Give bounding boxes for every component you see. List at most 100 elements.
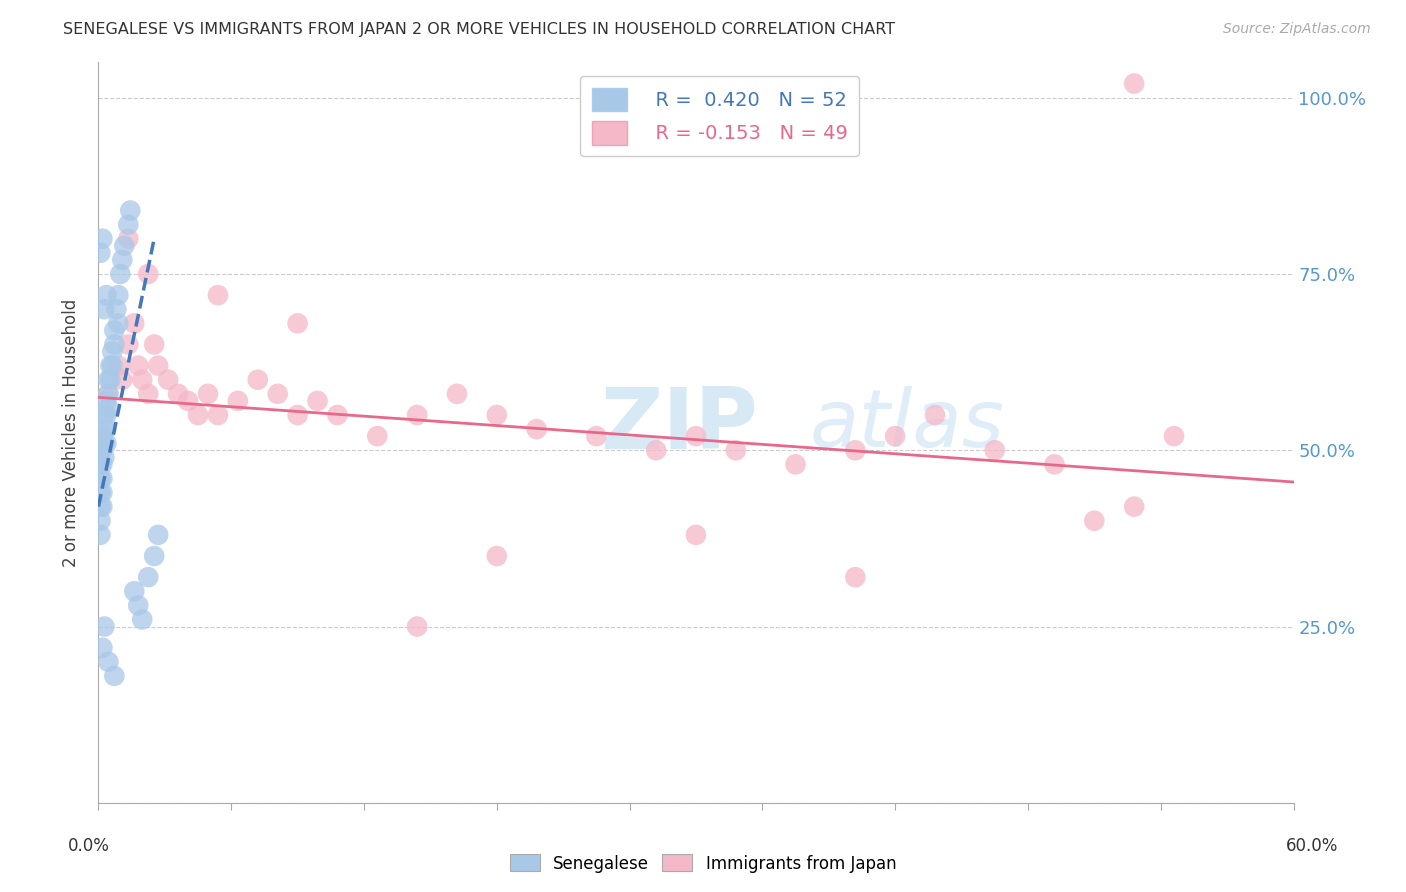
Point: [485, 549, 508, 563]
Point: [143, 337, 166, 351]
Point: [187, 408, 209, 422]
Point: [107, 316, 129, 330]
Point: [89, 245, 111, 260]
Point: [207, 288, 229, 302]
Point: [406, 619, 429, 633]
Point: [177, 393, 200, 408]
Point: [167, 387, 190, 401]
Text: Source: ZipAtlas.com: Source: ZipAtlas.com: [1223, 22, 1371, 37]
Point: [526, 422, 548, 436]
Point: [136, 570, 159, 584]
Point: [136, 387, 159, 401]
Point: [246, 373, 269, 387]
Point: [1083, 514, 1105, 528]
Point: [645, 443, 668, 458]
Point: [96, 288, 118, 302]
Legend: Senegalese, Immigrants from Japan: Senegalese, Immigrants from Japan: [503, 847, 903, 880]
Point: [89, 443, 111, 458]
Point: [724, 443, 747, 458]
Point: [127, 359, 149, 373]
Point: [98, 359, 122, 373]
Point: [105, 302, 128, 317]
Point: [924, 408, 946, 422]
Point: [1043, 458, 1066, 472]
Point: [1123, 500, 1146, 514]
Point: [97, 387, 120, 401]
Point: [93, 450, 115, 465]
Point: [93, 619, 115, 633]
Point: [91, 458, 114, 472]
Point: [785, 458, 807, 472]
Point: [93, 422, 115, 436]
Point: [124, 316, 146, 330]
Point: [984, 443, 1007, 458]
Point: [93, 408, 115, 422]
Point: [1163, 429, 1185, 443]
Point: [120, 203, 142, 218]
Point: [117, 337, 139, 351]
Point: [89, 500, 111, 514]
Point: [366, 429, 388, 443]
Point: [127, 599, 149, 613]
Point: [93, 302, 115, 317]
Text: SENEGALESE VS IMMIGRANTS FROM JAPAN 2 OR MORE VEHICLES IN HOUSEHOLD CORRELATION : SENEGALESE VS IMMIGRANTS FROM JAPAN 2 OR…: [63, 22, 896, 37]
Point: [107, 288, 129, 302]
Point: [89, 514, 111, 528]
Point: [131, 373, 153, 387]
Point: [97, 387, 120, 401]
Point: [267, 387, 290, 401]
Point: [485, 408, 508, 422]
Point: [326, 408, 349, 422]
Point: [143, 549, 166, 563]
Point: [96, 393, 118, 408]
Legend:   R =  0.420   N = 52,   R = -0.153   N = 49: R = 0.420 N = 52, R = -0.153 N = 49: [581, 76, 859, 156]
Point: [136, 267, 159, 281]
Point: [96, 422, 118, 436]
Point: [197, 387, 219, 401]
Point: [96, 408, 118, 422]
Point: [101, 344, 124, 359]
Point: [103, 337, 125, 351]
Point: [148, 528, 170, 542]
Point: [91, 485, 114, 500]
Point: [157, 373, 180, 387]
Point: [131, 612, 153, 626]
Y-axis label: 2 or more Vehicles in Household: 2 or more Vehicles in Household: [62, 299, 80, 566]
Point: [97, 373, 120, 387]
Point: [148, 359, 170, 373]
Point: [446, 387, 468, 401]
Point: [89, 471, 111, 485]
Point: [844, 443, 866, 458]
Point: [117, 232, 139, 246]
Point: [93, 436, 115, 450]
Point: [97, 401, 120, 415]
Point: [111, 373, 134, 387]
Point: [98, 373, 122, 387]
Point: [110, 267, 132, 281]
Point: [91, 443, 114, 458]
Point: [844, 570, 866, 584]
Point: [96, 436, 118, 450]
Point: [287, 316, 309, 330]
Point: [1123, 77, 1146, 91]
Point: [685, 528, 707, 542]
Text: atlas: atlas: [810, 386, 1004, 464]
Text: 60.0%: 60.0%: [1286, 837, 1339, 855]
Point: [112, 239, 135, 253]
Point: [107, 359, 129, 373]
Point: [89, 528, 111, 542]
Point: [91, 640, 114, 655]
Point: [101, 359, 124, 373]
Point: [307, 393, 329, 408]
Point: [884, 429, 907, 443]
Text: ZIP: ZIP: [600, 384, 758, 467]
Point: [91, 232, 114, 246]
Point: [226, 393, 249, 408]
Point: [207, 408, 229, 422]
Point: [91, 471, 114, 485]
Point: [97, 655, 120, 669]
Point: [89, 485, 111, 500]
Point: [91, 429, 114, 443]
Point: [406, 408, 429, 422]
Point: [91, 500, 114, 514]
